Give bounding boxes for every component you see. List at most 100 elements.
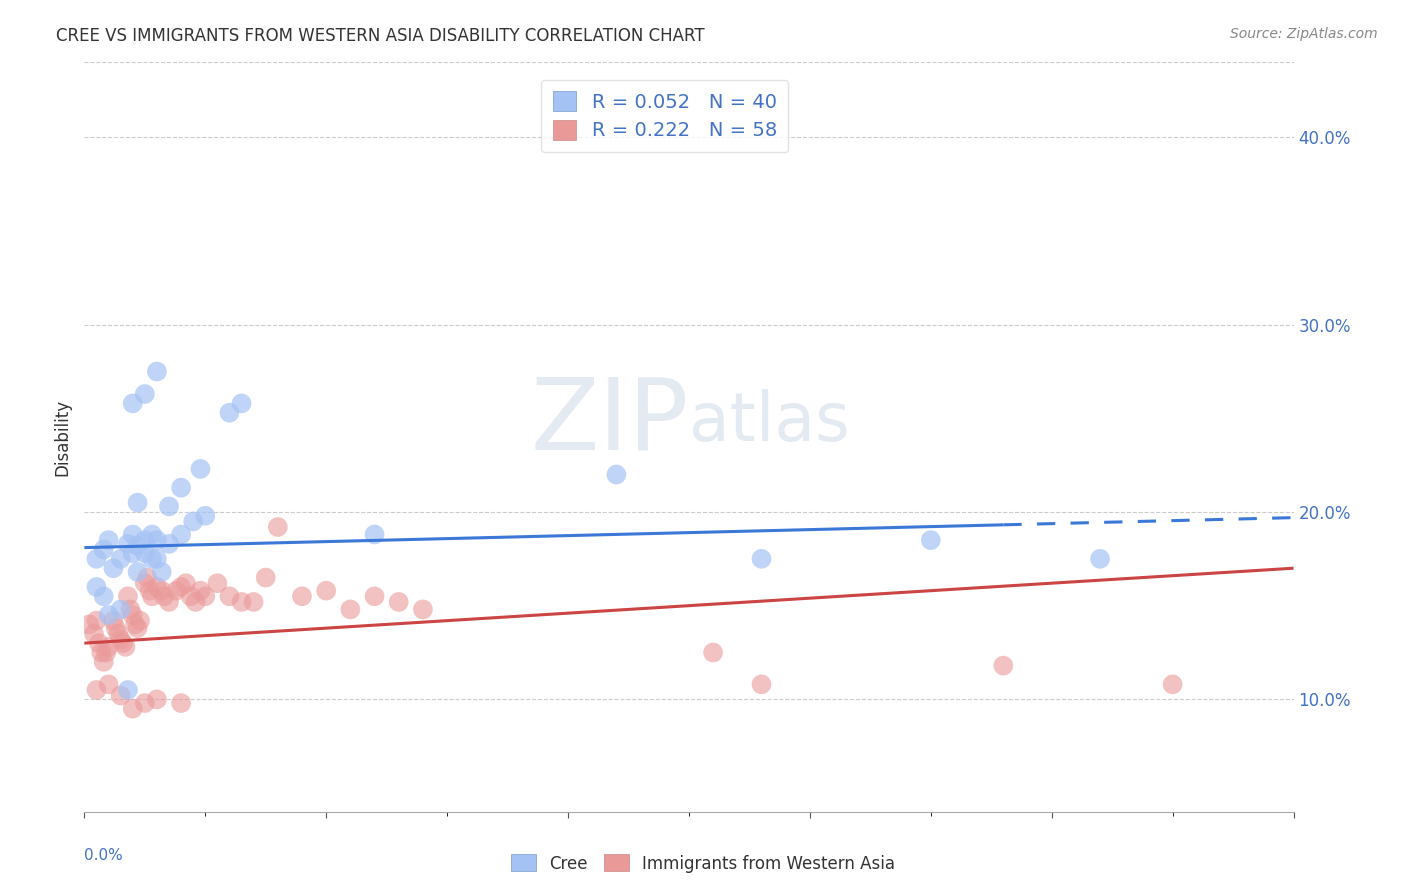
- Point: [141, 551, 163, 566]
- Point: [134, 387, 156, 401]
- Point: [121, 608, 143, 623]
- Point: [146, 692, 169, 706]
- Text: CREE VS IMMIGRANTS FROM WESTERN ASIA DISABILITY CORRELATION CHART: CREE VS IMMIGRANTS FROM WESTERN ASIA DIS…: [56, 27, 704, 45]
- Point: [129, 614, 152, 628]
- Point: [920, 533, 942, 547]
- Point: [86, 614, 108, 628]
- Point: [112, 636, 135, 650]
- Point: [77, 617, 100, 632]
- Point: [170, 481, 193, 495]
- Point: [751, 551, 773, 566]
- Point: [87, 636, 110, 650]
- Point: [190, 462, 212, 476]
- Point: [180, 589, 202, 603]
- Point: [110, 551, 132, 566]
- Point: [170, 580, 193, 594]
- Point: [146, 364, 169, 378]
- Point: [90, 646, 112, 660]
- Legend: R = 0.052   N = 40, R = 0.222   N = 58: R = 0.052 N = 40, R = 0.222 N = 58: [541, 79, 789, 152]
- Point: [363, 589, 385, 603]
- Point: [153, 589, 176, 603]
- Point: [127, 496, 149, 510]
- Point: [97, 640, 120, 654]
- Text: 0.0%: 0.0%: [84, 847, 124, 863]
- Point: [363, 527, 385, 541]
- Point: [124, 617, 146, 632]
- Point: [117, 537, 139, 551]
- Point: [165, 583, 187, 598]
- Point: [134, 576, 156, 591]
- Point: [157, 595, 180, 609]
- Point: [86, 683, 108, 698]
- Point: [605, 467, 627, 482]
- Point: [174, 576, 197, 591]
- Point: [170, 696, 193, 710]
- Point: [134, 533, 156, 547]
- Point: [146, 580, 169, 594]
- Point: [121, 701, 143, 715]
- Point: [254, 571, 277, 585]
- Point: [127, 565, 149, 579]
- Point: [127, 621, 149, 635]
- Point: [184, 595, 207, 609]
- Point: [93, 542, 115, 557]
- Point: [94, 646, 117, 660]
- Point: [121, 546, 143, 560]
- Point: [121, 396, 143, 410]
- Point: [110, 689, 132, 703]
- Point: [86, 551, 108, 566]
- Point: [121, 527, 143, 541]
- Point: [157, 537, 180, 551]
- Point: [97, 677, 120, 691]
- Y-axis label: Disability: Disability: [53, 399, 72, 475]
- Point: [231, 396, 253, 410]
- Point: [339, 602, 361, 616]
- Point: [150, 565, 173, 579]
- Point: [120, 602, 142, 616]
- Point: [146, 533, 169, 547]
- Text: ZIP: ZIP: [530, 374, 689, 471]
- Point: [93, 589, 115, 603]
- Point: [97, 608, 120, 623]
- Point: [136, 571, 159, 585]
- Point: [231, 595, 253, 609]
- Point: [83, 626, 105, 640]
- Point: [141, 589, 163, 603]
- Point: [267, 520, 290, 534]
- Point: [291, 589, 314, 603]
- Point: [1088, 551, 1111, 566]
- Point: [114, 640, 136, 654]
- Point: [103, 614, 125, 628]
- Point: [190, 583, 212, 598]
- Point: [86, 580, 108, 594]
- Point: [103, 561, 125, 575]
- Point: [110, 602, 132, 616]
- Point: [207, 576, 229, 591]
- Point: [181, 514, 204, 528]
- Point: [141, 527, 163, 541]
- Point: [110, 632, 132, 647]
- Point: [218, 406, 240, 420]
- Point: [242, 595, 264, 609]
- Point: [134, 696, 156, 710]
- Text: Source: ZipAtlas.com: Source: ZipAtlas.com: [1230, 27, 1378, 41]
- Point: [194, 589, 217, 603]
- Point: [157, 500, 180, 514]
- Text: atlas: atlas: [689, 389, 849, 455]
- Legend: Cree, Immigrants from Western Asia: Cree, Immigrants from Western Asia: [503, 847, 903, 880]
- Point: [127, 539, 149, 553]
- Point: [194, 508, 217, 523]
- Point: [993, 658, 1015, 673]
- Point: [93, 655, 115, 669]
- Point: [412, 602, 434, 616]
- Point: [315, 583, 337, 598]
- Point: [388, 595, 411, 609]
- Point: [117, 589, 139, 603]
- Point: [138, 583, 160, 598]
- Point: [170, 527, 193, 541]
- Point: [150, 583, 173, 598]
- Point: [218, 589, 240, 603]
- Point: [134, 546, 156, 560]
- Point: [117, 683, 139, 698]
- Point: [104, 621, 127, 635]
